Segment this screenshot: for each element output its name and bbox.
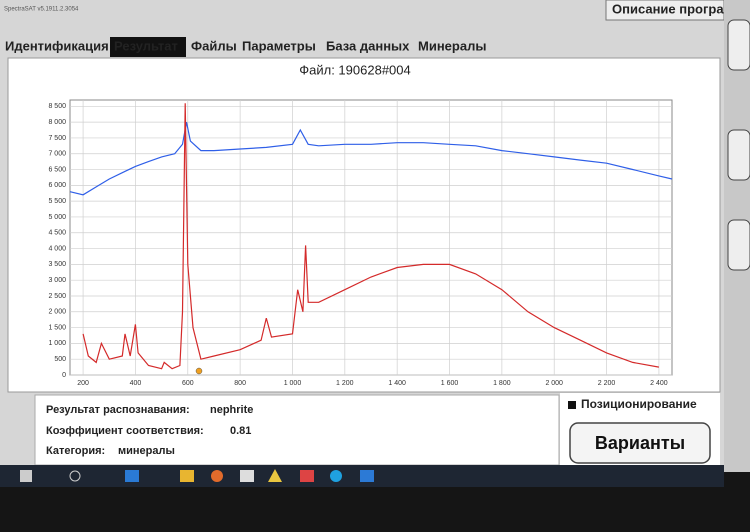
chart-title: Файл: 190628#004 (299, 62, 410, 77)
spectrum-line (82, 103, 660, 370)
help-button-label[interactable]: Описание програ (612, 1, 724, 16)
x-tick-label: 1 600 (441, 380, 459, 387)
x-tick-label: 2 200 (598, 380, 616, 387)
coefficient-label: Коэффициент соответствия: (46, 425, 204, 437)
recognition-value: nephrite (210, 404, 253, 416)
x-tick-label: 600 (182, 380, 194, 387)
app-icon[interactable] (211, 470, 223, 482)
y-tick-label: 5 000 (48, 214, 66, 221)
y-tick-label: 2 000 (48, 309, 66, 316)
window-title: SpectraSAT v5.1911.2.3054 (4, 7, 79, 13)
tab[interactable]: Параметры (242, 38, 316, 53)
tab[interactable]: Идентификация (5, 38, 109, 53)
x-tick-label: 200 (77, 380, 89, 387)
y-tick-label: 3 000 (48, 277, 66, 284)
x-tick-label: 400 (130, 380, 142, 387)
search-icon[interactable] (69, 470, 81, 482)
y-tick-label: 6 000 (48, 182, 66, 189)
positioning-label[interactable]: Позиционирование (581, 397, 697, 411)
y-tick-label: 4 500 (48, 230, 66, 237)
y-tick-label: 2 500 (48, 293, 66, 300)
y-tick-label: 1 000 (48, 340, 66, 347)
active-tab[interactable] (110, 37, 186, 57)
app-icon[interactable] (300, 470, 314, 482)
result-panel (34, 394, 560, 466)
y-tick-label: 3 500 (48, 261, 66, 268)
tab[interactable]: Файлы (191, 38, 237, 53)
app-icon[interactable] (125, 470, 139, 482)
side-button[interactable] (727, 219, 750, 271)
y-tick-label: 0 (62, 372, 66, 379)
start-icon[interactable] (20, 470, 32, 482)
x-tick-label: 800 (234, 380, 246, 387)
y-tick-label: 4 000 (48, 245, 66, 252)
variants-button[interactable] (569, 422, 711, 464)
x-tick-label: 1 000 (284, 380, 302, 387)
y-tick-label: 8 000 (48, 119, 66, 126)
x-tick-label: 1 800 (493, 380, 511, 387)
y-tick-label: 500 (54, 356, 66, 363)
app-icon[interactable] (180, 470, 194, 482)
x-tick-label: 2 000 (545, 380, 563, 387)
side-button[interactable] (727, 129, 750, 181)
y-tick-label: 5 500 (48, 198, 66, 205)
variants-button-label[interactable]: Варианты (595, 433, 685, 453)
side-button[interactable] (727, 19, 750, 71)
category-value: минералы (118, 445, 175, 457)
x-tick-label: 1 400 (388, 380, 406, 387)
tab[interactable]: Минералы (418, 38, 486, 53)
app-icon[interactable] (330, 470, 342, 482)
coefficient-value: 0.81 (230, 425, 251, 437)
app-icon[interactable] (360, 470, 374, 482)
positioning-checkbox[interactable] (568, 401, 576, 409)
recognition-label: Результат распознавания: (46, 404, 190, 416)
category-label: Категория: (46, 445, 105, 457)
y-tick-label: 1 500 (48, 324, 66, 331)
app-icon[interactable] (240, 470, 254, 482)
y-tick-label: 8 500 (48, 103, 66, 110)
spectrum-line (69, 121, 673, 196)
cursor-marker (195, 367, 203, 375)
plot-area (69, 99, 673, 376)
tab[interactable]: База данных (326, 38, 410, 53)
y-tick-label: 7 500 (48, 135, 66, 142)
x-tick-label: 1 200 (336, 380, 354, 387)
app-icon[interactable] (268, 469, 282, 482)
y-tick-label: 7 000 (48, 151, 66, 158)
x-tick-label: 2 400 (650, 380, 668, 387)
y-tick-label: 6 500 (48, 166, 66, 173)
tab[interactable]: Результат (114, 38, 178, 53)
